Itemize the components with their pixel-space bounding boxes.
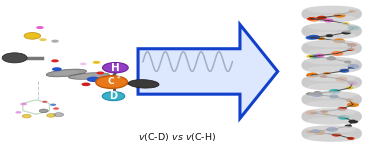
Circle shape [96, 71, 104, 74]
Circle shape [313, 130, 325, 135]
Circle shape [318, 37, 325, 40]
Circle shape [337, 107, 347, 111]
Circle shape [54, 113, 64, 117]
Circle shape [347, 102, 359, 107]
Circle shape [328, 89, 341, 94]
Circle shape [307, 17, 314, 20]
Circle shape [15, 111, 22, 114]
Circle shape [2, 53, 27, 63]
Circle shape [333, 39, 345, 43]
Circle shape [306, 55, 314, 58]
Circle shape [311, 92, 323, 97]
Text: D: D [110, 91, 118, 101]
Circle shape [309, 54, 321, 59]
Circle shape [329, 95, 339, 98]
Circle shape [50, 104, 56, 106]
Circle shape [325, 34, 333, 37]
Circle shape [102, 62, 128, 73]
Circle shape [348, 81, 358, 85]
Circle shape [344, 124, 352, 128]
Circle shape [324, 19, 334, 22]
Ellipse shape [129, 80, 159, 88]
Circle shape [96, 76, 127, 88]
Polygon shape [138, 24, 278, 118]
Circle shape [323, 72, 331, 75]
Circle shape [327, 57, 336, 60]
Circle shape [332, 133, 341, 137]
Circle shape [306, 130, 314, 133]
Circle shape [24, 33, 41, 39]
Circle shape [306, 73, 316, 77]
Circle shape [87, 77, 100, 82]
Circle shape [342, 22, 350, 25]
Circle shape [347, 43, 357, 47]
Circle shape [331, 51, 343, 56]
Ellipse shape [53, 71, 79, 76]
Circle shape [53, 107, 59, 110]
Circle shape [47, 114, 56, 117]
Circle shape [36, 26, 44, 29]
Circle shape [347, 64, 359, 69]
Circle shape [338, 115, 350, 120]
Circle shape [347, 48, 355, 51]
Circle shape [52, 67, 62, 71]
Text: C: C [108, 77, 114, 86]
Circle shape [341, 31, 351, 35]
Circle shape [322, 113, 330, 116]
Circle shape [347, 26, 359, 31]
Circle shape [320, 75, 327, 78]
Circle shape [80, 62, 87, 65]
Text: *: * [116, 74, 120, 84]
Circle shape [339, 69, 349, 73]
Circle shape [102, 92, 125, 101]
Circle shape [349, 10, 356, 13]
Circle shape [20, 103, 27, 105]
Circle shape [313, 91, 322, 95]
Circle shape [307, 111, 317, 115]
Circle shape [93, 61, 100, 64]
Circle shape [321, 110, 328, 113]
Circle shape [314, 54, 324, 57]
Circle shape [349, 120, 358, 123]
Ellipse shape [46, 69, 87, 77]
Circle shape [39, 38, 47, 41]
Circle shape [311, 129, 321, 133]
Circle shape [335, 77, 347, 81]
Circle shape [347, 137, 355, 140]
Circle shape [346, 86, 353, 89]
Circle shape [22, 114, 31, 118]
Text: $\it{v}$(C-D) $\it{vs}$ $\it{v}$(C-H): $\it{v}$(C-D) $\it{vs}$ $\it{v}$(C-H) [138, 131, 216, 143]
Circle shape [42, 101, 48, 103]
Circle shape [39, 109, 48, 113]
Circle shape [306, 93, 314, 96]
Text: H: H [111, 63, 120, 73]
Circle shape [51, 59, 59, 62]
Circle shape [305, 110, 318, 115]
Circle shape [307, 73, 319, 77]
Circle shape [334, 13, 346, 18]
Ellipse shape [68, 73, 110, 79]
Circle shape [317, 16, 327, 20]
Circle shape [308, 35, 320, 40]
Ellipse shape [76, 74, 102, 78]
Circle shape [81, 83, 90, 86]
Circle shape [305, 36, 315, 40]
Circle shape [344, 60, 352, 63]
Circle shape [345, 99, 353, 102]
Circle shape [326, 127, 338, 132]
Circle shape [51, 40, 59, 43]
Circle shape [307, 17, 319, 22]
